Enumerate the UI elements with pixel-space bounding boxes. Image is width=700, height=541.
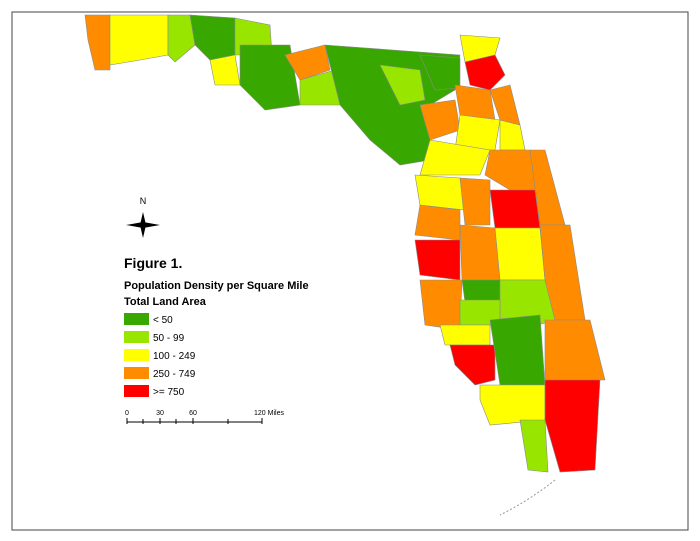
- legend-swatch: [124, 349, 149, 361]
- legend-swatch: [124, 331, 149, 343]
- scale-label: 60: [189, 410, 197, 417]
- legend-label: < 50: [153, 315, 173, 326]
- figure-label: Figure 1.: [124, 255, 182, 271]
- scale-label: 120 Miles: [254, 410, 284, 417]
- florida-counties: [84, 14, 606, 516]
- legend: < 50 50 - 99 100 - 249 250 - 749 >= 750: [124, 313, 196, 398]
- legend-swatch: [124, 367, 149, 379]
- legend-title: Population Density per Square Mile: [124, 280, 309, 292]
- legend-swatch: [124, 313, 149, 325]
- compass: N: [126, 196, 160, 238]
- legend-subtitle: Total Land Area: [124, 296, 207, 308]
- legend-label: >= 750: [153, 387, 185, 398]
- compass-label: N: [140, 196, 147, 206]
- legend-label: 100 - 249: [153, 351, 196, 362]
- legend-swatch: [124, 385, 149, 397]
- scale-label: 30: [156, 410, 164, 417]
- scale-bar: 0 30 60 120 Miles: [125, 410, 284, 424]
- scale-label: 0: [125, 410, 129, 417]
- legend-label: 250 - 749: [153, 369, 196, 380]
- legend-label: 50 - 99: [153, 333, 185, 344]
